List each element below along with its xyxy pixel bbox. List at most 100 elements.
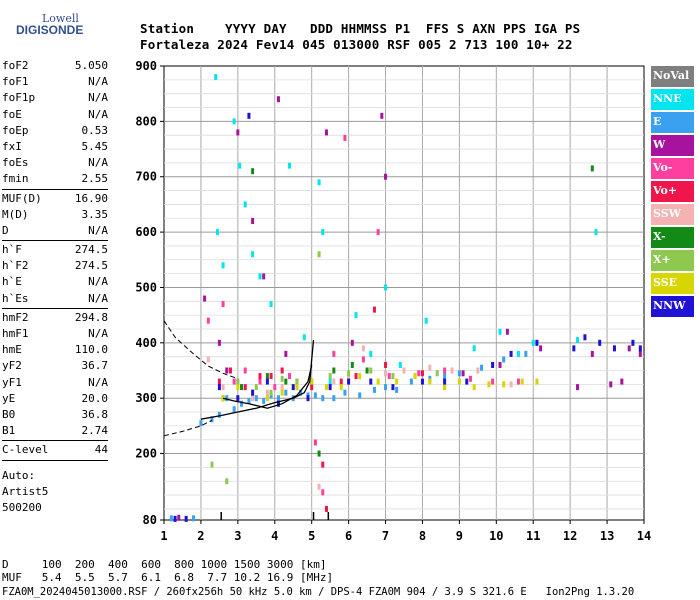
param-name: foEp [2,123,29,137]
echo-point-nnw [391,384,395,391]
echo-point-vo- [468,375,472,382]
y-tick-label: 600 [135,225,157,239]
echo-point-e [232,406,236,413]
param-row-hmf1: hmF1 N/A [2,326,108,342]
echo-point-ssw [428,364,432,371]
param-value: 5.45 [81,139,109,153]
echo-point-nne [369,350,373,357]
echo-point-sse [413,373,417,380]
echo-point-nnw [638,345,642,352]
echo-point-nne [302,334,306,341]
echo-point-nnw [184,515,188,522]
echo-point-x- [317,450,321,457]
echo-point-e [225,395,229,402]
param-separator [2,188,108,190]
echo-point-vo- [387,373,391,380]
echo-point-nne [498,328,502,335]
echo-point-ssw [450,367,454,374]
param-row-h-es: h`Es N/A [2,291,108,307]
echo-point-ssw [265,389,269,396]
param-value: 36.8 [81,407,109,421]
legend-item-vo-: Vo- [651,158,694,181]
echo-point-x- [225,478,229,485]
auto-version: 500200 [2,501,42,514]
echo-point-nnw [612,345,616,352]
header-labels: Station YYYY DAY DDD HHMMSS P1 FFS S AXN… [140,21,581,36]
param-value: 274.5 [74,259,108,273]
scaled-parameters-panel: foF2 5.050 foF1 N/A foF1p N/A foE N/A foEp 0.53 fx… [2,58,108,462]
echo-point-sse [535,378,539,385]
echo-point-sse [502,381,506,388]
x-tick-label: 2 [197,529,204,543]
echo-point-e [247,397,251,404]
echo-point-vo- [228,367,232,374]
echo-point-e [502,356,506,363]
echo-point-vo- [339,378,343,385]
header-values: Fortaleza 2024 Fev14 045 013000 RSF 005 … [140,37,573,52]
echo-point-nne [251,251,255,258]
echo-point-e [321,395,325,402]
echo-point-vo- [321,461,325,468]
echo-point-nnw [247,112,251,119]
logo-lowell-text: Lowell [42,12,79,25]
echo-point-x- [350,361,354,368]
param-name: foEs [2,156,29,170]
param-name: foF1p [2,91,36,105]
param-value: N/A [88,223,108,237]
dashed-extrapolation-high [163,320,238,380]
param-value: 0.53 [81,123,109,137]
param-row-fof1: foF1 N/A [2,74,108,90]
echo-point-nnw [572,345,576,352]
legend-item-vo-: Vo+ [651,181,694,204]
echo-point-e [217,411,221,418]
echo-point-sse [457,378,461,385]
echo-point-nnw [583,334,587,341]
echo-point-nne [243,201,247,208]
param-row-foes: foEs N/A [2,155,108,171]
echo-point-w [324,129,328,136]
echo-point-nne [216,229,220,236]
param-separator [2,240,108,242]
param-value: N/A [88,75,108,89]
footer-muf-row: MUF 5.4 5.5 5.7 6.1 6.8 7.7 10.2 16.9 [M… [2,571,334,584]
echo-point-sse [265,395,269,402]
lowell-digisonde-logo: Lowell DIGISONDE [4,6,83,37]
param-name: yE [2,391,16,405]
param-row-fxi: fxI 5.45 [2,139,108,155]
echo-point-w [203,295,207,302]
echo-point-w [380,112,384,119]
echo-point-e [254,395,258,402]
echo-point-e [457,370,461,377]
echo-point-x- [328,373,332,380]
param-name: D [2,223,9,237]
param-row-c-level: C-level 44 [2,442,108,458]
echo-point-vo- [376,229,380,236]
param-value: 2.74 [81,424,109,438]
echo-point-e [210,416,214,423]
echo-point-vo- [258,373,262,380]
x-tick-label: 13 [600,529,614,543]
echo-point-x- [265,373,269,380]
echo-point-ssw [476,367,480,374]
echo-point-sse [324,384,328,391]
echo-point-w [590,350,594,357]
echo-point-vo- [206,317,210,324]
param-name: B0 [2,407,16,421]
param-name: h`F2 [2,259,29,273]
echo-point-nne [594,229,598,236]
y-tick-label: 900 [135,59,157,73]
y-tick-label: 700 [135,170,157,184]
param-row-yf2: yF2 36.7 [2,358,108,374]
echo-point-nne [398,361,402,368]
echo-point-sse [376,378,380,385]
param-name: fmin [2,172,29,186]
param-value: 274.5 [74,243,108,257]
echo-point-x- [347,370,351,377]
echo-point-nnw [291,384,295,391]
echo-point-w [177,514,181,521]
echo-point-e [284,389,288,396]
echo-point-e [262,397,266,404]
echo-point-e [480,364,484,371]
echo-point-sse [339,384,343,391]
